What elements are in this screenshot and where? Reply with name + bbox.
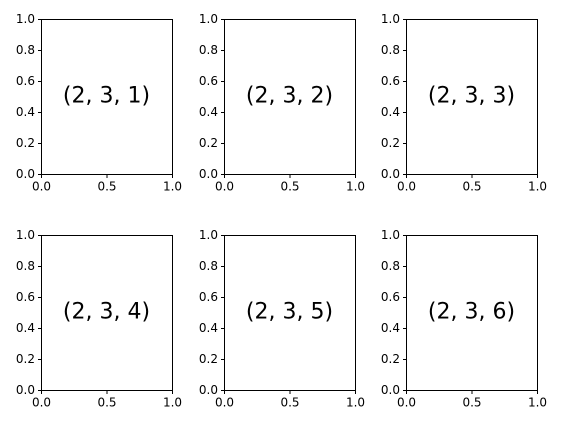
x-tick-label: 0.0 [32,396,51,410]
y-tick-label: 1.0 [381,12,400,26]
x-tick-label: 1.0 [163,396,182,410]
x-tick-label: 0.0 [397,396,416,410]
y-tick-label: 1.0 [199,12,218,26]
y-tick-label: 0.2 [16,352,35,366]
x-tick-label: 1.0 [163,180,182,194]
x-tick-label: 1.0 [346,396,365,410]
y-tick-label: 1.0 [381,228,400,242]
x-tick-label: 0.5 [280,180,299,194]
y-tick-label: 1.0 [16,228,35,242]
y-tick-label: 0.8 [381,43,400,57]
y-tick-label: 0.4 [16,105,35,119]
y-tick-label: 0.6 [381,290,400,304]
y-tick-label: 0.8 [381,259,400,273]
annotation: (2, 3, 2) [246,84,333,109]
x-tick-label: 0.0 [215,180,234,194]
y-tick-label: 0.0 [381,167,400,181]
annotation: (2, 3, 6) [428,300,515,325]
y-tick-label: 0.0 [16,167,35,181]
x-tick-label: 0.5 [97,180,116,194]
y-tick-label: 0.2 [16,136,35,150]
y-tick-label: 0.8 [16,43,35,57]
y-tick-label: 0.6 [16,290,35,304]
y-tick-label: 0.8 [16,259,35,273]
x-tick-label: 0.5 [462,396,481,410]
y-tick-label: 0.2 [199,352,218,366]
y-tick-label: 0.8 [199,43,218,57]
y-tick-label: 0.4 [199,321,218,335]
y-tick-label: 0.2 [381,136,400,150]
annotation: (2, 3, 4) [63,300,150,325]
y-tick-label: 0.4 [199,105,218,119]
x-tick-label: 0.0 [32,180,51,194]
annotation: (2, 3, 1) [63,84,150,109]
y-tick-label: 1.0 [199,228,218,242]
x-tick-label: 0.0 [215,396,234,410]
y-tick-label: 0.6 [199,290,218,304]
y-tick-label: 0.4 [381,105,400,119]
y-tick-label: 0.4 [16,321,35,335]
x-tick-label: 0.5 [97,396,116,410]
y-tick-label: 0.6 [381,74,400,88]
x-tick-label: 0.5 [462,180,481,194]
x-tick-label: 1.0 [346,180,365,194]
y-tick-label: 0.6 [16,74,35,88]
x-tick-label: 0.5 [280,396,299,410]
x-tick-label: 1.0 [528,396,547,410]
y-tick-label: 1.0 [16,12,35,26]
y-tick-label: 0.0 [16,383,35,397]
y-tick-label: 0.0 [199,383,218,397]
y-tick-label: 0.2 [381,352,400,366]
y-tick-label: 0.2 [199,136,218,150]
y-tick-label: 0.0 [381,383,400,397]
x-tick-label: 0.0 [397,180,416,194]
y-tick-label: 0.6 [199,74,218,88]
x-tick-label: 1.0 [528,180,547,194]
y-tick-label: 0.0 [199,167,218,181]
y-tick-label: 0.4 [381,321,400,335]
annotation: (2, 3, 3) [428,84,515,109]
annotation: (2, 3, 5) [246,300,333,325]
y-tick-label: 0.8 [199,259,218,273]
